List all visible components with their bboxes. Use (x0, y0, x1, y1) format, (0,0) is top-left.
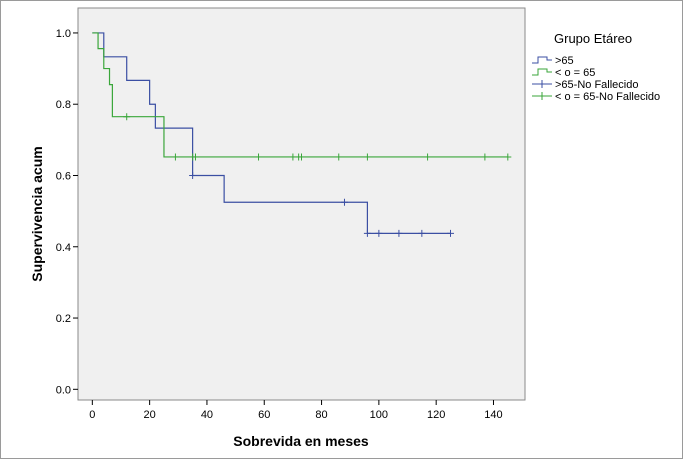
y-tick-label: 0.2 (56, 313, 71, 325)
series-line-1 (92, 32, 508, 158)
y-tick-label: 0.4 (56, 242, 71, 254)
censor-mark (363, 153, 371, 161)
censor-mark (418, 229, 426, 237)
censor-mark (189, 171, 197, 179)
legend-label: < o = 65-No Fallecido (555, 91, 660, 103)
censor-mark (171, 153, 179, 161)
legend-swatch (532, 92, 552, 100)
legend-label: >65 (555, 55, 574, 67)
x-tick-label: 140 (484, 409, 502, 421)
plot-area (77, 7, 526, 401)
y-tick-label: 0.0 (56, 384, 71, 396)
y-tick-label: 1.0 (56, 28, 71, 40)
censor-mark (424, 153, 432, 161)
censor-mark (123, 113, 131, 121)
x-tick-label: 80 (315, 409, 327, 421)
x-axis-title: Sobrevida en meses (233, 433, 369, 449)
legend-entry: >65-No Fallecido (532, 79, 638, 91)
censor-mark (447, 229, 454, 237)
censor-mark (363, 229, 371, 237)
y-tick-label: 0.8 (56, 99, 71, 111)
y-axis-title: Supervivencia acum (29, 146, 45, 281)
censor-mark (298, 153, 305, 161)
x-tick-label: 60 (258, 409, 270, 421)
legend-entry: >65 (532, 55, 574, 67)
censor-mark (481, 153, 489, 161)
axes: 0 20 40 60 80 100 120 140 0.0 0.2 0.4 0.6 0.8 1.0 (56, 28, 503, 421)
censor-mark (191, 153, 199, 161)
censor-mark (335, 153, 343, 161)
x-tick-label: 40 (201, 409, 213, 421)
legend-swatch (532, 68, 552, 76)
x-tick-label: 120 (427, 409, 445, 421)
legend-entry: < o = 65 (532, 67, 595, 79)
legend-swatch (532, 56, 552, 64)
legend-entry: < o = 65-No Fallecido (532, 91, 660, 103)
censor-mark (395, 229, 403, 237)
x-tick-label: 20 (144, 409, 156, 421)
x-tick-label: 100 (370, 409, 388, 421)
censor-mark (340, 198, 348, 206)
legend: Grupo Etáreo >65< o = 65>65-No Fallecido… (532, 31, 660, 103)
legend-title: Grupo Etáreo (554, 31, 632, 46)
y-tick-label: 0.6 (56, 170, 71, 182)
censor-mark (504, 153, 512, 161)
survival-curves (92, 32, 512, 237)
legend-label: < o = 65 (555, 67, 595, 79)
legend-label: >65-No Fallecido (555, 79, 638, 91)
x-tick-label: 0 (89, 409, 95, 421)
censor-mark (255, 153, 263, 161)
legend-swatch (532, 80, 552, 88)
censor-mark (375, 229, 383, 237)
